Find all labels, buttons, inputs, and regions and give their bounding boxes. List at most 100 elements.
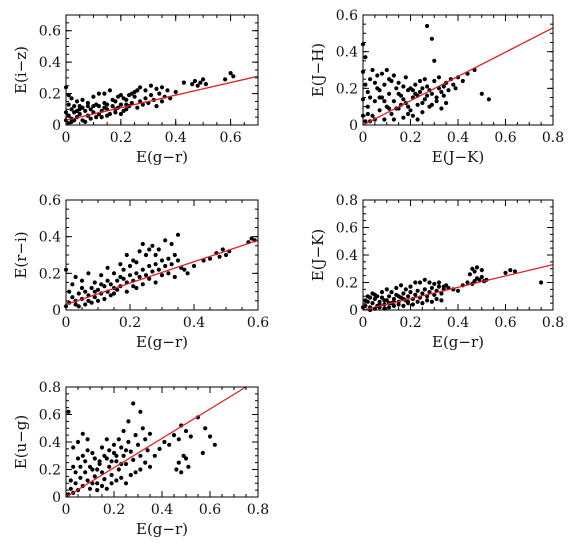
data-point [110,97,115,102]
data-point [539,280,544,285]
data-point [154,86,159,91]
data-point [427,280,432,285]
x-tick-label: 0.4 [183,315,205,331]
data-point [95,287,101,292]
x-tick-label: 0.6 [494,315,516,331]
data-point [159,99,165,104]
y-tick-label: 0.4 [39,435,61,451]
data-point [95,298,101,303]
data-point [441,284,446,289]
x-tick-label: 0.4 [165,130,187,146]
data-point [83,302,88,307]
x-tick-label: 0.8 [542,130,564,146]
data-point [406,104,411,109]
data-point [181,453,186,458]
data-point [413,280,418,285]
data-point [105,278,110,283]
data-point [114,478,119,483]
x-axis-label: E(J−K) [432,148,484,166]
x-axis-label: E(g−r) [136,333,188,351]
data-point [102,296,107,302]
data-point [156,267,161,272]
data-point [190,82,195,87]
fit-line [65,386,247,498]
data-point [415,299,420,304]
data-point [379,295,385,300]
data-point [175,232,181,237]
data-point [96,91,101,96]
data-point [249,236,254,241]
data-point [80,105,85,110]
y-tick-label: 0.2 [39,266,61,282]
y-axis-label: E(J−H) [309,43,327,97]
data-point [104,437,109,442]
data-point [410,113,415,118]
data-point [111,450,117,456]
x-tick-label: 0.2 [119,315,141,331]
data-point [80,453,85,458]
data-point [118,262,123,267]
data-point [422,77,427,82]
x-tick-label: 0.2 [103,502,125,518]
data-point [104,456,109,461]
data-point [389,111,394,117]
data-point [439,298,444,303]
data-point [429,91,434,96]
data-point [138,409,143,414]
data-point [114,453,119,458]
y-tick-label: 0.4 [39,55,61,71]
data-point [432,78,437,84]
data-point [212,442,217,447]
data-point [477,277,482,282]
x-tick-label: 0 [62,315,71,331]
data-point [188,434,193,439]
data-point [148,93,154,98]
data-point [118,111,123,117]
data-point [95,481,100,486]
y-tick-label: 0.6 [39,408,61,424]
data-point [73,302,78,307]
data-point [171,433,177,438]
data-point [191,263,197,269]
data-point [109,459,114,464]
data-point [372,296,377,302]
points-panel-2 [360,23,491,124]
data-point [113,110,118,115]
data-point [415,117,420,122]
data-point [410,88,415,93]
points-panel-3 [63,232,257,309]
data-point [121,267,126,272]
data-point [165,88,170,93]
data-point [429,102,434,107]
data-point [143,88,148,93]
data-point [396,302,401,307]
data-point [391,99,396,104]
plot-frame [65,386,259,498]
data-point [132,89,137,95]
data-point [179,470,184,475]
x-tick-label: 0.4 [447,315,469,331]
data-point [422,287,427,292]
data-point [108,293,113,298]
data-point [131,401,136,406]
data-point [370,301,375,306]
data-point [455,288,461,293]
data-point [76,304,81,309]
data-point [156,247,161,252]
data-point [401,291,406,296]
data-point [99,282,104,287]
panel-4: 0 0.2 0.4 0.6 0.8 0 0.2 0.4 0.6 0.8 E(g−r) E(J−K) [309,193,564,351]
data-point [79,285,85,291]
data-point [134,260,139,265]
data-point [90,467,95,472]
data-point [119,445,124,450]
data-point [365,111,370,117]
data-point [87,464,93,469]
data-point [370,113,375,118]
data-point [479,91,484,96]
data-point [77,111,82,117]
data-point [453,86,458,91]
data-point [363,82,368,87]
data-point [138,453,143,458]
data-point [198,80,203,85]
